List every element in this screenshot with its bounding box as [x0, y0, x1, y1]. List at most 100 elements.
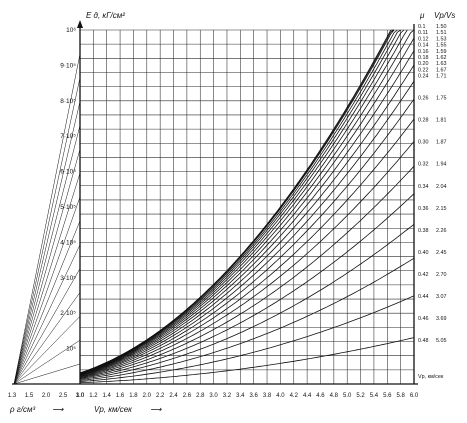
y-tick-label: 8·10⁵ [60, 98, 76, 105]
ratio-tick-label: 3.69 [436, 316, 447, 322]
ratio-tick-label: 2.04 [436, 184, 447, 190]
y-axis-arrow [77, 20, 83, 28]
ratio-header: Vp/Vs [434, 11, 455, 20]
mu-tick-label: 0.34 [418, 184, 429, 190]
ratio-tick-label: 1.87 [436, 140, 447, 146]
ratio-tick-label: 1.62 [436, 55, 447, 61]
vp-tick-label: 5.0 [343, 393, 352, 399]
vp-tick-label: 2.4 [169, 393, 178, 399]
vp-tick-label: 4.2 [290, 393, 299, 399]
y-tick-label: 4·10⁵ [60, 239, 76, 246]
mu-curve [79, 141, 415, 378]
mu-curve [79, 118, 415, 377]
vp-tick-label: 6.0 [410, 393, 419, 399]
mu-tick-label: 0.32 [418, 162, 429, 168]
ratio-tick-label: 1.75 [436, 96, 447, 102]
vp-axis-end-label: Vp, км/сек [418, 374, 444, 380]
vp-tick-label: 2.0 [143, 393, 152, 399]
rho-tick-label: 3.0 [76, 393, 85, 399]
ratio-tick-label: 1.63 [436, 61, 447, 67]
mu-tick-label: 0.22 [418, 67, 429, 73]
y-tick-label: 9·10⁵ [60, 62, 76, 69]
mu-tick-label: 0.12 [418, 36, 429, 42]
density-line [13, 244, 81, 385]
y-tick-label: 7·10⁵ [60, 133, 76, 140]
mu-curve [79, 80, 415, 376]
mu-curve [79, 29, 398, 374]
ratio-tick-label: 1.55 [436, 43, 447, 49]
mu-curve [79, 29, 395, 374]
density-line [13, 268, 81, 385]
mu-curve [79, 193, 415, 380]
ratio-tick-label: 3.07 [436, 294, 447, 300]
vp-tick-labels: 1.0 1.2 1.4 1.6 1.8 2.0 2.2 2.4 2.6 2.8 3.0 3.2 3.4 3… [76, 393, 419, 399]
mu-tick-label: 0.30 [418, 140, 429, 146]
vp-tick-label: 4.6 [316, 393, 325, 399]
mu-header: μ [419, 11, 425, 20]
ratio-tick-label: 2.26 [436, 228, 447, 234]
chart-axes [12, 20, 418, 385]
poisson-curves [79, 29, 415, 384]
y-tick-label: 10⁶ [66, 27, 76, 34]
ratio-tick-label: 1.81 [436, 118, 447, 124]
rho-tick-label: 1.3 [8, 393, 17, 399]
rho-tick-label: 1.5 [25, 393, 34, 399]
mu-curve [79, 337, 415, 384]
y-tick-label: 2·10⁵ [60, 310, 76, 317]
ratio-tick-label: 2.45 [436, 250, 447, 256]
mu-tick-label: 0.36 [418, 206, 429, 212]
vp-tick-label: 4.8 [330, 393, 339, 399]
mu-curve [79, 29, 415, 375]
vp-tick-label: 1.8 [129, 393, 138, 399]
mu-tick-label: 0.16 [418, 49, 429, 55]
density-line [13, 363, 81, 385]
density-line [13, 339, 81, 385]
rho-arrow: ⟶ [52, 405, 64, 414]
ratio-tick-label: 2.70 [436, 272, 447, 278]
y-tick-label: 10⁵ [66, 346, 76, 353]
vp-tick-label: 1.4 [103, 393, 112, 399]
density-line [13, 292, 81, 385]
mu-curve [79, 37, 415, 375]
rho-axis-title: ρ г/см³ [9, 405, 35, 414]
ratio-tick-label: 1.59 [436, 49, 447, 55]
vp-tick-label: 2.8 [196, 393, 205, 399]
ratio-tick-label: 1.94 [436, 162, 447, 168]
mu-tick-label: 0.42 [418, 272, 429, 278]
mu-tick-label: 0.14 [418, 43, 429, 49]
density-line [13, 149, 81, 385]
vp-tick-label: 2.6 [183, 393, 192, 399]
density-line [13, 77, 81, 385]
mu-tick-label: 0.28 [418, 118, 429, 124]
mu-curve [79, 50, 415, 376]
mu-curve [79, 98, 415, 377]
mu-curve [79, 29, 408, 375]
vp-arrow: ⟶ [150, 405, 162, 414]
y-axis-title: E д, кГ/см² [86, 11, 125, 20]
ratio-tick-label: 1.51 [436, 30, 447, 36]
mu-curve [79, 29, 401, 374]
density-line [13, 220, 81, 385]
vp-tick-label: 3.6 [250, 393, 259, 399]
vp-tick-label: 3.0 [209, 393, 218, 399]
mu-tick-label: 0.1 [418, 24, 426, 30]
mu-tick-label: 0.40 [418, 250, 429, 256]
mu-tick-label: 0.26 [418, 96, 429, 102]
vp-tick-label: 5.2 [356, 393, 365, 399]
mu-tick-label: 0.38 [418, 228, 429, 234]
vp-tick-label: 5.4 [370, 393, 379, 399]
mu-curve [79, 223, 415, 380]
mu-curve [79, 29, 405, 374]
mu-tick-label: 0.20 [418, 61, 429, 67]
y-tick-labels: 10⁵ 2·10⁵ 3·10⁵ 4·10⁵ 5·10⁵ 6·10⁵ 7·10⁵ 8·10⁵ 9·… [60, 27, 76, 353]
vp-tick-label: 3.4 [236, 393, 245, 399]
density-line [13, 196, 81, 385]
mu-curve [79, 165, 415, 379]
ratio-tick-label: 1.53 [436, 36, 447, 42]
rho-tick-label: 2.0 [42, 393, 51, 399]
vp-axis-title: Vp, км/сек [94, 405, 133, 414]
ratio-tick-label: 5.05 [436, 338, 447, 344]
mu-curve [79, 295, 415, 382]
vp-tick-label: 4.4 [303, 393, 312, 399]
